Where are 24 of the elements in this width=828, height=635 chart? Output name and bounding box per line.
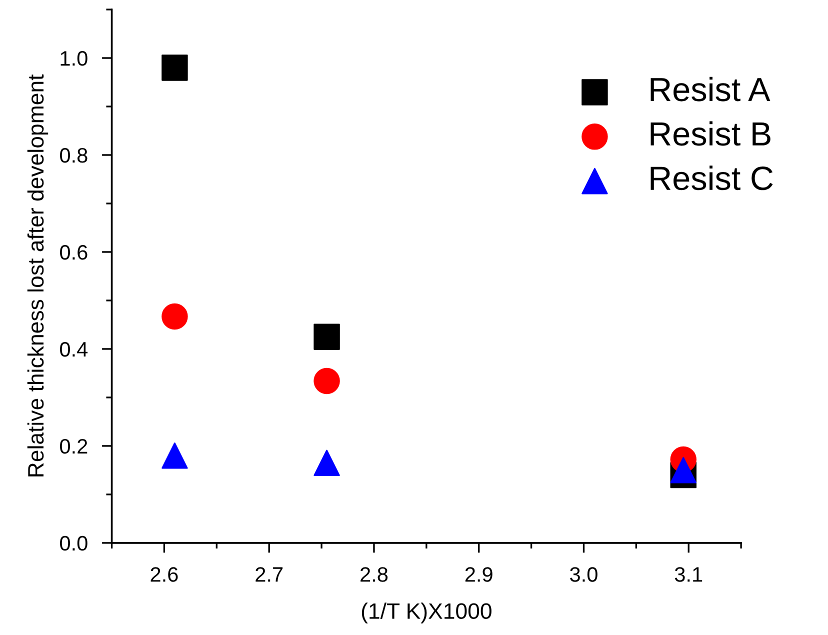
point — [314, 324, 340, 350]
x-tick-label: 2.6 — [150, 567, 178, 582]
point — [314, 450, 340, 476]
y-tick-label: 0.0 — [60, 536, 88, 551]
x-tick-label: 2.8 — [360, 567, 388, 582]
x-axis-title: (1/T K)X1000 — [362, 602, 492, 624]
y-tick-label: 0.4 — [60, 342, 88, 357]
y-tick-label: 1.0 — [60, 51, 88, 66]
point — [314, 368, 340, 394]
legend-label: Resist C — [650, 166, 773, 190]
y-tick-label: 0.8 — [60, 148, 88, 163]
y-tick-label: 0.2 — [60, 438, 88, 454]
x-tick-label: 3.0 — [570, 567, 598, 582]
point — [162, 303, 188, 330]
point — [670, 457, 696, 484]
legend-label: Resist B — [650, 121, 770, 146]
x-tick-label: 2.9 — [465, 567, 492, 582]
legend-label: Resist A — [650, 76, 770, 102]
point — [162, 442, 188, 469]
x-tick-label: 3.1 — [674, 567, 702, 582]
x-tick-label: 2.7 — [256, 567, 283, 582]
y-tick-label: 0.6 — [60, 244, 88, 260]
point — [162, 54, 188, 81]
y-axis-title: Relative thickness lost after development — [27, 74, 48, 476]
